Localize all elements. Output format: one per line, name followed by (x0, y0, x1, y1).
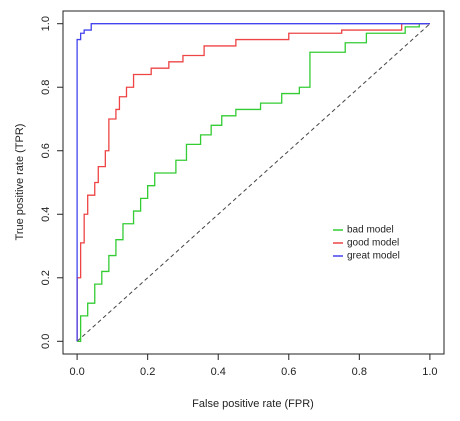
chance-line (76, 23, 431, 342)
y-tick-label: 0.2 (40, 270, 52, 285)
legend-label: good model (347, 238, 399, 249)
roc-curve (77, 23, 430, 342)
roc-curve (76, 23, 430, 342)
x-tick-label: 1.0 (422, 366, 437, 378)
legend-label: bad model (347, 225, 394, 236)
legend-label: great model (347, 251, 400, 262)
x-tick-label: 0.2 (140, 366, 155, 378)
x-tick-label: 0.8 (352, 366, 367, 378)
y-tick-label: 1.0 (40, 16, 52, 31)
x-axis-label: False positive rate (FPR) (192, 398, 314, 410)
y-axis-label: True positive rate (TPR) (14, 124, 26, 241)
y-tick-label: 0.8 (40, 80, 52, 95)
x-tick-label: 0.4 (211, 366, 226, 378)
plot-frame (62, 10, 445, 355)
y-tick-label: 0.0 (40, 334, 52, 349)
x-tick-label: 0.0 (69, 366, 84, 378)
roc-curve (76, 23, 430, 342)
y-tick-label: 0.6 (40, 143, 52, 158)
y-tick-label: 0.4 (40, 207, 52, 222)
x-tick-label: 0.6 (281, 366, 296, 378)
